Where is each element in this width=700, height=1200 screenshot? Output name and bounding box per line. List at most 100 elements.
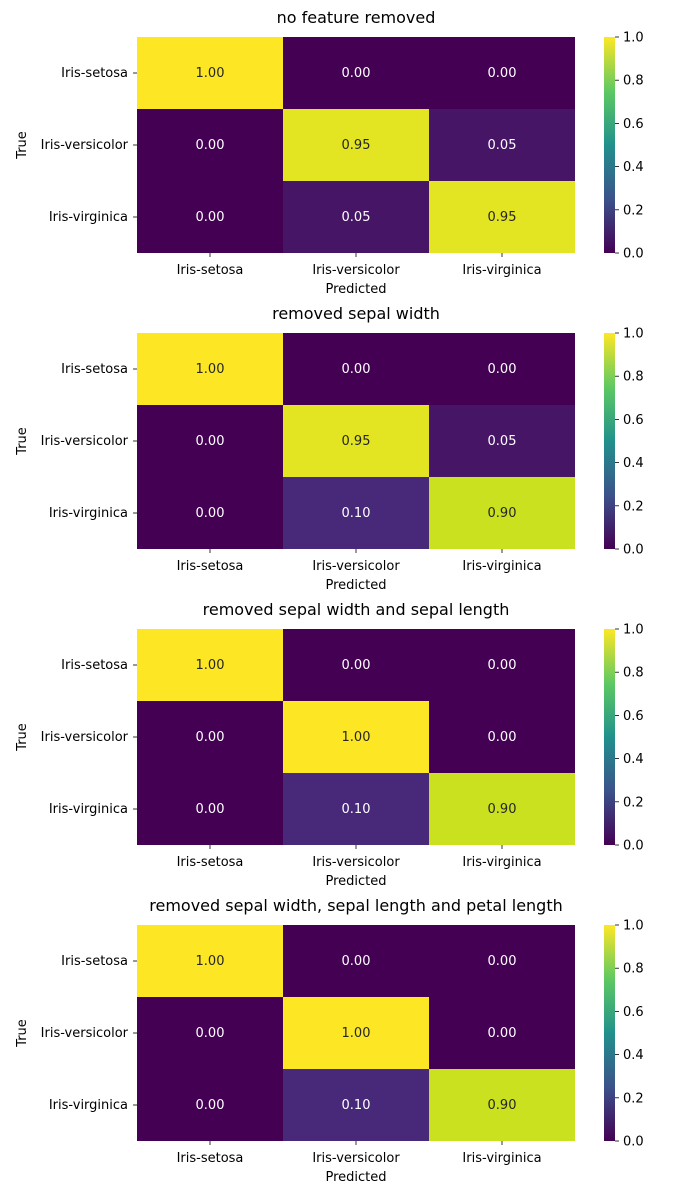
colorbar-gradient [604,629,615,845]
colorbar-tick-label: 1.0 [623,623,644,638]
colorbar-tick-label: 0.4 [623,160,644,175]
cell-value-label: 0.00 [196,138,225,153]
chart-title: removed sepal width [272,304,440,323]
y-tick-label: Iris-virginica [49,802,128,817]
cell-value-label: 0.00 [488,658,517,673]
cell-value-label: 0.90 [488,802,517,817]
cell-value-label: 0.10 [342,1098,371,1113]
heatmap-panel-1: no feature removed 1.00 0.00 0.00 0.00 0.95 0.… [15,8,644,297]
colorbar-tick-label: 0.8 [623,962,644,977]
heatmap-cell [137,405,283,477]
heatmap-cell [137,333,283,405]
heatmap-cell [283,405,429,477]
cell-value-label: 0.95 [488,210,517,225]
heatmap-cell [137,109,283,181]
heatmap-cell [283,773,429,845]
x-axis-label: Predicted [325,874,386,889]
colorbar-tick-label: 0.2 [623,499,644,514]
colorbar-tick-label: 0.6 [623,413,644,428]
heatmap-cell [283,701,429,773]
colorbar-gradient [604,925,615,1141]
heatmap-cell [429,773,575,845]
heatmap-cell [429,333,575,405]
heatmap-cell [283,629,429,701]
x-tick-label: Iris-versicolor [312,559,400,574]
y-axis-label: True [15,1019,30,1048]
x-tick-label: Iris-virginica [462,1151,541,1166]
heatmap-cell [137,477,283,549]
cell-value-label: 1.00 [342,1026,371,1041]
heatmap-cell [283,37,429,109]
y-tick-label: Iris-versicolor [41,1026,129,1041]
cell-value-label: 0.05 [342,210,371,225]
x-tick-label: Iris-setosa [177,1151,244,1166]
x-axis-label: Predicted [325,1170,386,1185]
y-tick-label: Iris-versicolor [41,138,129,153]
heatmap-cell [429,405,575,477]
heatmap-cell [429,1069,575,1141]
colorbar-tick-label: 0.6 [623,117,644,132]
colorbar: 0.0 0.2 0.4 0.6 0.8 1.0 [604,623,644,854]
y-axis-label: True [15,131,30,160]
cell-value-label: 0.00 [488,66,517,81]
heatmap-cell [137,997,283,1069]
cell-value-label: 0.00 [488,730,517,745]
x-tick-label: Iris-virginica [462,855,541,870]
x-tick-label: Iris-versicolor [312,1151,400,1166]
colorbar-tick-label: 0.8 [623,74,644,89]
heatmap-cell [429,629,575,701]
colorbar-tick-label: 0.4 [623,752,644,767]
x-tick-label: Iris-setosa [177,559,244,574]
chart-title: removed sepal width and sepal length [203,600,510,619]
x-tick-label: Iris-setosa [177,855,244,870]
y-tick-label: Iris-setosa [61,362,128,377]
colorbar-tick-label: 0.2 [623,1091,644,1106]
colorbar: 0.0 0.2 0.4 0.6 0.8 1.0 [604,327,644,558]
chart-title: no feature removed [277,8,436,27]
heatmap-cell [429,37,575,109]
cell-value-label: 0.10 [342,802,371,817]
colorbar-tick-label: 0.8 [623,666,644,681]
cell-value-label: 0.95 [342,138,371,153]
heatmap-panel-2: removed sepal width 1.00 0.00 0.00 0.00 0.95 0… [15,304,644,593]
heatmap-cell [429,997,575,1069]
cell-value-label: 0.05 [488,138,517,153]
heatmap-panel-4: removed sepal width, sepal length and pe… [15,896,644,1185]
y-tick-label: Iris-virginica [49,1098,128,1113]
colorbar-gradient [604,37,615,253]
cell-value-label: 0.00 [196,730,225,745]
heatmap-panel-3: removed sepal width and sepal length 1.0 0… [15,600,644,889]
y-axis-label: True [15,427,30,456]
colorbar-tick-label: 0.4 [623,456,644,471]
y-axis-label: True [15,723,30,752]
heatmap-cell [429,109,575,181]
heatmap-cell [429,477,575,549]
cell-value-label: 0.05 [488,434,517,449]
y-tick-label: Iris-versicolor [41,730,129,745]
heatmap-cell [429,181,575,253]
y-tick-label: Iris-setosa [61,66,128,81]
heatmap-cell [283,477,429,549]
cell-value-label: 0.00 [196,802,225,817]
cell-value-label: 0.00 [196,210,225,225]
colorbar-tick-label: 0.0 [623,1135,644,1150]
cell-value-label: 0.00 [196,1098,225,1113]
cell-value-label: 1.00 [196,362,225,377]
colorbar: 0.0 0.2 0.4 0.6 0.8 1.0 [604,919,644,1150]
cell-value-label: 0.00 [196,434,225,449]
cell-value-label: 0.00 [196,506,225,521]
colorbar-tick-label: 0.0 [623,543,644,558]
cell-value-label: 0.00 [488,954,517,969]
colorbar-gradient [604,333,615,549]
colorbar-tick-label: 0.6 [623,1005,644,1020]
x-tick-label: Iris-versicolor [312,855,400,870]
colorbar: 0.0 0.2 0.4 0.6 0.8 1.0 [604,31,644,262]
y-tick-label: Iris-setosa [61,658,128,673]
x-axis-label: Predicted [325,282,386,297]
heatmap-cell [283,925,429,997]
cell-value-label: 0.90 [488,1098,517,1113]
heatmap-cell [137,181,283,253]
cell-value-label: 0.00 [342,954,371,969]
x-tick-label: Iris-virginica [462,263,541,278]
cell-value-label: 0.00 [342,362,371,377]
